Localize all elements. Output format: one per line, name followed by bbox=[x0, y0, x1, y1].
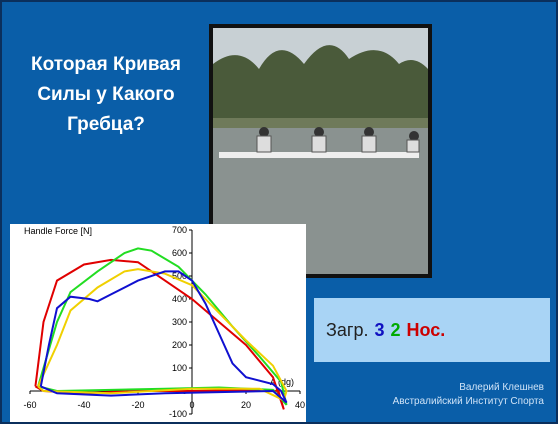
title-line: Гребца? bbox=[16, 110, 196, 140]
y-tick-label: 400 bbox=[172, 294, 187, 304]
y-tick-label: -100 bbox=[169, 409, 187, 419]
y-tick-label: 100 bbox=[172, 363, 187, 373]
y-tick-label: 700 bbox=[172, 225, 187, 235]
force-curve bbox=[35, 260, 283, 410]
force-chart: Handle Force [N] -1000100200300400500600… bbox=[10, 224, 306, 422]
x-tick-label: 20 bbox=[241, 400, 251, 410]
author: Валерий Клешнев bbox=[459, 382, 544, 393]
y-axis-label: Handle Force [N] bbox=[24, 226, 92, 236]
force-curve bbox=[41, 271, 287, 402]
title-line: Которая Кривая bbox=[16, 50, 196, 80]
answer-item: 3 bbox=[374, 320, 384, 340]
answer-label: Загр. bbox=[326, 320, 368, 340]
slide: Которая Кривая Силы у Какого Гребца? Han… bbox=[0, 0, 558, 424]
title-line: Силы у Какого bbox=[16, 80, 196, 110]
x-tick-label: -40 bbox=[77, 400, 90, 410]
slide-title: Которая Кривая Силы у Какого Гребца? bbox=[16, 50, 196, 140]
y-tick-label: 600 bbox=[172, 248, 187, 258]
organization: Австралийский Институт Спорта bbox=[393, 396, 544, 407]
answer-item: Нос. bbox=[407, 320, 446, 340]
x-tick-label: 40 bbox=[295, 400, 305, 410]
y-tick-label: 200 bbox=[172, 340, 187, 350]
answer-item: 2 bbox=[390, 320, 400, 340]
x-tick-label: -20 bbox=[131, 400, 144, 410]
y-tick-label: 300 bbox=[172, 317, 187, 327]
x-tick-label: -60 bbox=[23, 400, 36, 410]
x-tick-label: 0 bbox=[189, 400, 194, 410]
